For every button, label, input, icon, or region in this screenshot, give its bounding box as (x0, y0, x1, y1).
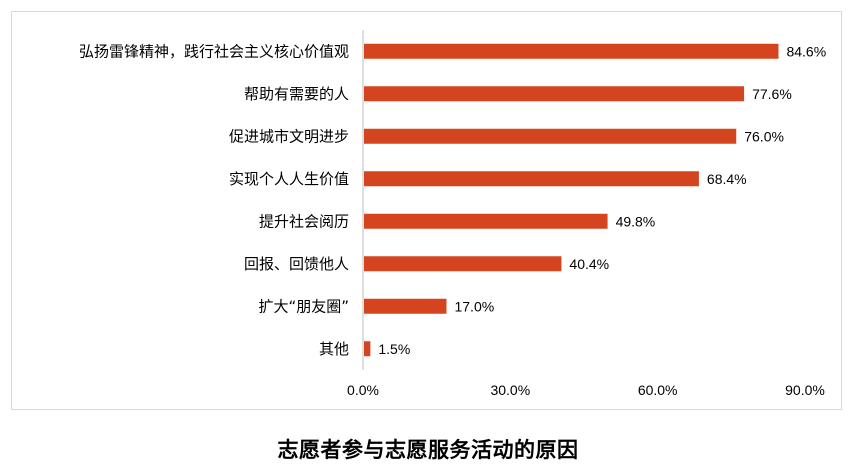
bar (364, 43, 779, 59)
value-label: 77.6% (752, 86, 792, 102)
category-label: 回报、回馈他人 (244, 255, 349, 273)
category-label: 提升社会阅历 (259, 212, 349, 230)
x-tick-label: 0.0% (347, 382, 379, 398)
category-labels: 弘扬雷锋精神，践行社会主义核心价值观帮助有需要的人促进城市文明进步实现个人人生价… (79, 42, 349, 358)
value-label: 17.0% (454, 298, 494, 314)
category-label: 帮助有需要的人 (244, 85, 349, 103)
x-tick-label: 60.0% (638, 382, 678, 398)
category-label: 促进城市文明进步 (229, 127, 349, 145)
bars (364, 43, 779, 357)
category-label: 实现个人人生价值 (229, 170, 349, 188)
value-label: 49.8% (616, 213, 656, 229)
bar (364, 86, 745, 102)
category-label: 弘扬雷锋精神，践行社会主义核心价值观 (79, 42, 349, 60)
x-tick-label: 90.0% (785, 382, 825, 398)
value-label: 68.4% (707, 171, 747, 187)
category-label: 扩大“朋友圈” (258, 297, 349, 315)
bar (364, 341, 371, 357)
chart-title: 志愿者参与志愿服务活动的原因 (277, 437, 579, 462)
value-label: 40.4% (569, 256, 609, 272)
bar (364, 298, 447, 314)
x-axis-tick-labels: 0.0% 30.0% 60.0% 90.0% (347, 382, 825, 398)
bar-chart: 弘扬雷锋精神，践行社会主义核心价值观帮助有需要的人促进城市文明进步实现个人人生价… (79, 30, 826, 398)
bar (364, 171, 699, 187)
category-label: 其他 (319, 340, 349, 358)
value-label: 76.0% (744, 128, 784, 144)
chart-frame (11, 11, 842, 410)
x-tick-label: 30.0% (490, 382, 530, 398)
bar (364, 213, 608, 229)
bar (364, 128, 737, 144)
value-label: 1.5% (378, 341, 410, 357)
bar (364, 256, 562, 272)
value-label: 84.6% (786, 43, 826, 59)
value-labels: 84.6% 77.6% 76.0% 68.4% 49.8% 40.4% 17.0% 1.5% (378, 43, 826, 357)
